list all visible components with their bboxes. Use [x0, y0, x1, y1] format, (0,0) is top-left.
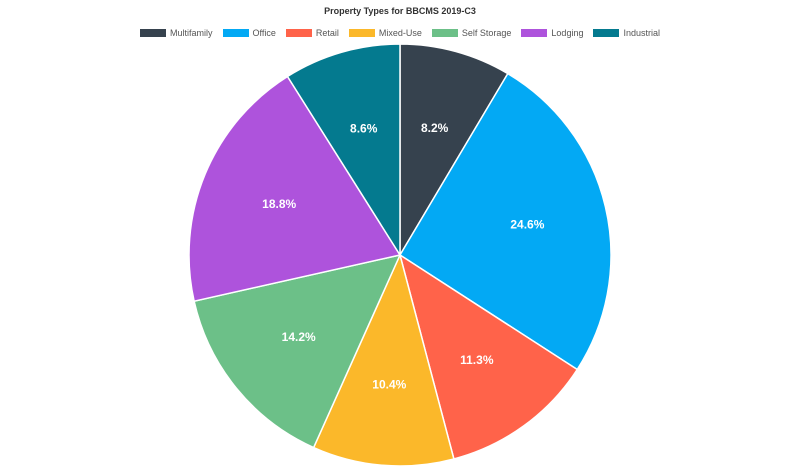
pie-slice-multifamily[interactable]	[399, 43, 509, 258]
slice-label-mixed-use: 10.4%	[372, 378, 406, 392]
legend-swatch	[222, 29, 249, 37]
slice-label-retail: 11.3%	[460, 353, 494, 367]
legend: Multifamily Office Retail Mixed-Use Self Sto…	[0, 28, 800, 38]
pie-slice-mixed-use[interactable]	[312, 252, 455, 467]
pie-slice-office[interactable]	[398, 72, 612, 371]
legend-item-multifamily[interactable]: Multifamily	[140, 28, 213, 38]
legend-item-lodging[interactable]: Lodging	[521, 28, 583, 38]
legend-label: Mixed-Use	[378, 28, 422, 38]
legend-label: Lodging	[551, 28, 584, 38]
legend-swatch	[431, 29, 458, 37]
legend-item-mixed-use[interactable]: Mixed-Use	[348, 28, 422, 38]
slice-label-multifamily: 8.2%	[421, 121, 449, 135]
legend-swatch	[593, 29, 620, 37]
legend-item-office[interactable]: Office	[222, 28, 276, 38]
pie-slice-industrial[interactable]	[286, 43, 401, 258]
slice-label-office: 24.6%	[510, 217, 544, 231]
slice-label-industrial: 8.6%	[350, 121, 378, 135]
legend-swatch	[348, 29, 375, 37]
legend-item-self-storage[interactable]: Self Storage	[431, 28, 512, 38]
legend-swatch	[285, 29, 312, 37]
legend-label: Office	[252, 28, 276, 38]
legend-label: Industrial	[623, 28, 660, 38]
pie-slice-retail[interactable]	[398, 253, 579, 460]
slice-label-lodging: 18.8%	[262, 197, 296, 211]
slice-label-self-storage: 14.2%	[282, 330, 316, 344]
legend-item-industrial[interactable]: Industrial	[593, 28, 660, 38]
pie-slice-lodging[interactable]	[188, 75, 402, 303]
legend-label: Multifamily	[170, 28, 213, 38]
legend-label: Self Storage	[461, 28, 512, 38]
legend-swatch	[521, 29, 548, 37]
pie-slice-self-storage[interactable]	[193, 253, 402, 449]
legend-swatch	[140, 29, 166, 37]
slice-labels: 8.2% 24.6% 11.3% 10.4% 14.2% 18.8% 8.6%	[262, 121, 545, 392]
chart-title: Property Types for BBCMS 2019-C3	[324, 6, 476, 16]
legend-item-retail[interactable]: Retail	[285, 28, 339, 38]
legend-label: Retail	[315, 28, 339, 38]
